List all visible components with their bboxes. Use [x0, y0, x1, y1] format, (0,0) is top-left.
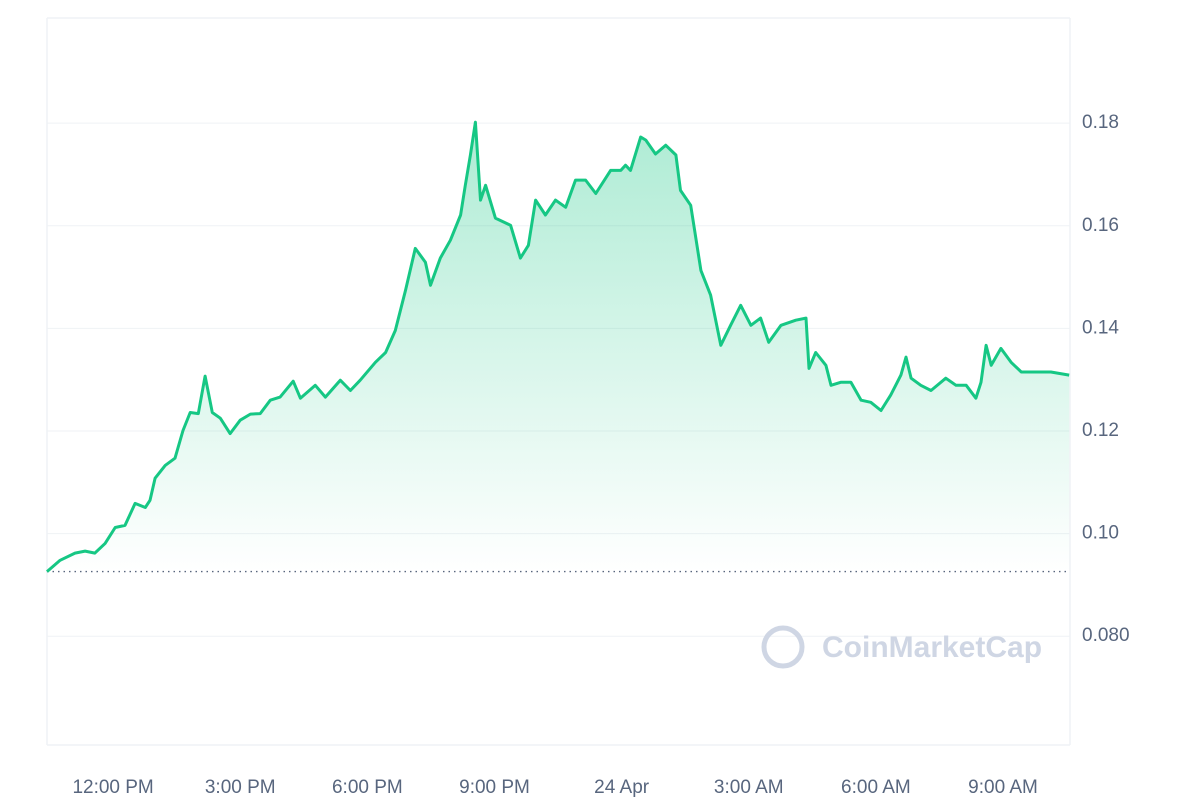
y-tick-label: 0.14	[1082, 317, 1119, 338]
x-tick-label: 9:00 AM	[968, 777, 1038, 798]
watermark-logo	[761, 625, 805, 669]
x-tick-label: 3:00 PM	[205, 777, 276, 798]
x-tick-label: 24 Apr	[594, 777, 650, 798]
y-tick-label: 0.12	[1082, 420, 1119, 441]
y-tick-label: 0.080	[1082, 625, 1130, 646]
price-area	[47, 122, 1070, 572]
x-tick-label: 3:00 AM	[714, 777, 784, 798]
x-tick-label: 12:00 PM	[72, 777, 153, 798]
y-tick-label: 0.10	[1082, 523, 1119, 544]
watermark: CoinMarketCap	[822, 631, 1042, 664]
y-tick-label: 0.16	[1082, 215, 1119, 236]
price-line	[46, 120, 1070, 573]
x-tick-label: 6:00 PM	[332, 777, 403, 798]
x-tick-label: 6:00 AM	[841, 777, 911, 798]
x-tick-label: 9:00 PM	[459, 777, 530, 798]
y-tick-label: 0.18	[1082, 112, 1119, 133]
